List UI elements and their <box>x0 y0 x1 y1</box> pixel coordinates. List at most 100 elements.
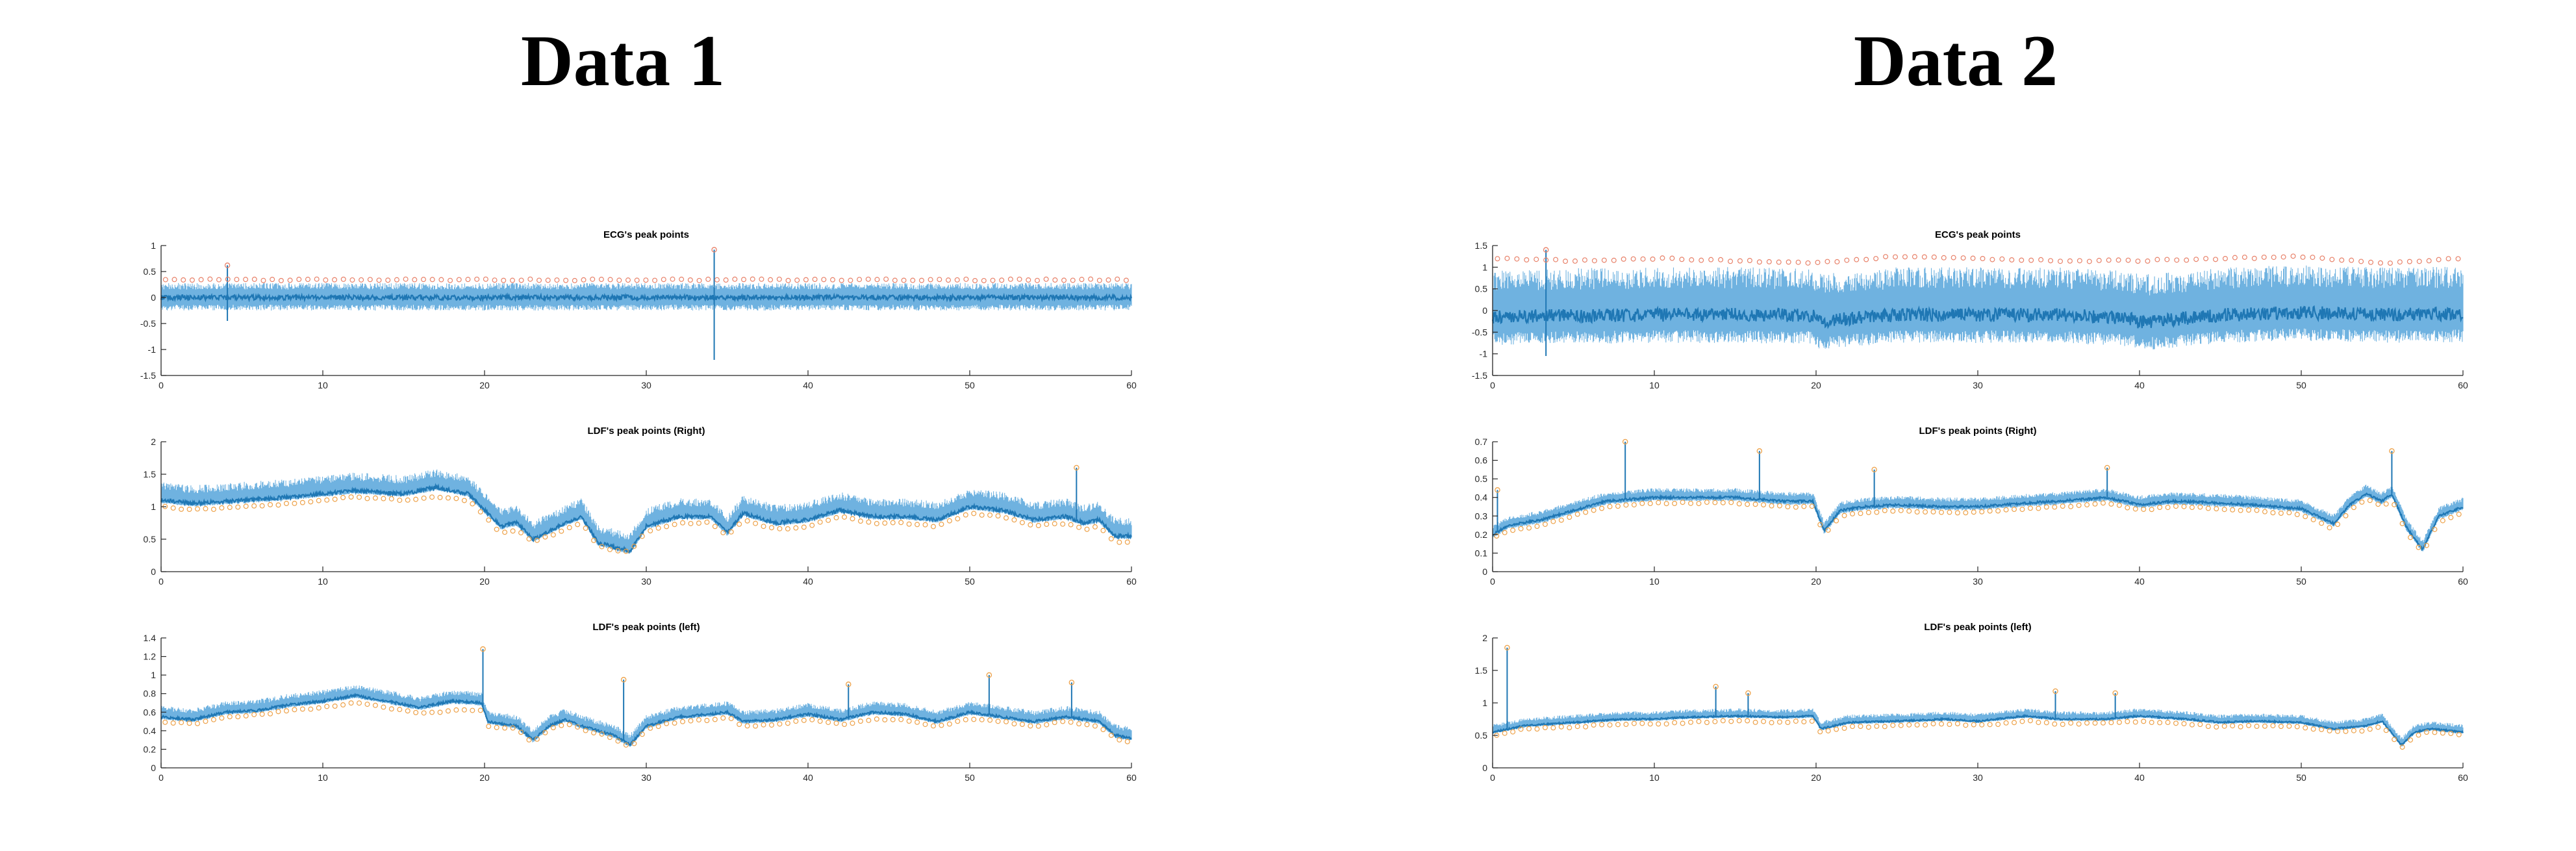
peak-point <box>234 277 240 283</box>
peak-point <box>235 504 241 510</box>
peak-point <box>1108 732 1114 738</box>
y-tick-label: 0.4 <box>144 726 157 736</box>
peak-point <box>857 518 863 524</box>
peak-point <box>429 494 435 500</box>
peak-point <box>1898 722 1904 728</box>
peak-point <box>1914 509 1920 515</box>
peak-point <box>542 730 548 735</box>
peak-point <box>2351 505 2356 511</box>
peak-point <box>963 276 969 282</box>
peak-point <box>979 717 985 722</box>
peak-point <box>275 502 281 508</box>
peak-point <box>550 725 556 731</box>
peak-point <box>1558 724 1564 730</box>
peak-point <box>2383 501 2389 507</box>
peak-point <box>2173 503 2179 509</box>
peak-point <box>753 520 759 526</box>
peak-point <box>1543 257 1549 263</box>
peak-point <box>672 522 677 527</box>
peak-point <box>922 722 928 728</box>
x-tick-label: 40 <box>803 380 813 390</box>
x-tick-label: 50 <box>965 380 975 390</box>
peak-point <box>1769 503 1774 509</box>
peak-point <box>1938 509 1944 515</box>
peak-point <box>1688 500 1694 506</box>
peak-point <box>2319 520 2325 526</box>
peak-point <box>305 277 310 283</box>
chart-title: LDF's peak points (left) <box>1924 622 2031 633</box>
peak-point <box>1591 258 1597 264</box>
peak-point <box>1124 739 1130 744</box>
peak-point <box>1865 724 1871 730</box>
peak-point <box>357 494 362 500</box>
peak-point <box>259 711 265 717</box>
peak-point <box>583 526 588 531</box>
peak-point <box>1912 254 1917 260</box>
peak-point <box>189 277 195 283</box>
peak-point <box>1574 511 1580 517</box>
chart-title: LDF's peak points (Right) <box>587 426 705 437</box>
peak-point <box>1052 277 1058 283</box>
peak-point <box>1035 523 1041 529</box>
peak-point <box>882 717 888 723</box>
x-tick-label: 10 <box>318 772 328 783</box>
peak-point <box>2416 259 2422 264</box>
peak-point <box>679 276 685 282</box>
peak-point <box>874 716 879 722</box>
peak-point <box>874 277 880 283</box>
peak-point <box>833 720 839 726</box>
peak-point <box>866 519 872 525</box>
peak-point <box>510 528 516 534</box>
peak-point <box>1108 536 1114 542</box>
peak-point <box>270 277 275 283</box>
peak-point <box>2125 257 2131 263</box>
peak-point <box>1931 254 1937 260</box>
peak-point <box>768 525 774 531</box>
peak-point <box>955 718 961 724</box>
peak-point <box>2092 501 2098 507</box>
peak-point <box>1514 256 1520 262</box>
peak-point <box>207 276 213 282</box>
peak-point <box>777 526 783 531</box>
peak-point <box>688 718 694 724</box>
peak-point <box>1650 256 1656 262</box>
peak-point <box>2108 720 2114 726</box>
x-tick-label: 40 <box>2134 576 2145 587</box>
peak-point <box>2019 507 2025 513</box>
peak-point <box>728 716 734 722</box>
peak-point <box>2193 257 2199 262</box>
peak-point <box>1871 466 1877 473</box>
peak-point <box>812 276 818 282</box>
peak-point <box>1007 276 1013 282</box>
peak-point <box>1865 509 1871 515</box>
peak-point <box>2271 255 2277 260</box>
peak-point <box>1761 718 1767 724</box>
peak-point <box>2132 506 2138 512</box>
peak-point <box>890 717 896 722</box>
peak-point <box>866 717 872 723</box>
peak-point <box>1801 503 1807 509</box>
peak-point <box>243 713 249 718</box>
x-tick-label: 30 <box>1973 576 1983 587</box>
peak-point <box>2213 257 2219 262</box>
peak-point <box>2173 720 2179 726</box>
peak-point <box>2375 502 2381 507</box>
x-tick-label: 60 <box>1126 772 1137 783</box>
peak-point <box>542 534 548 540</box>
peak-point <box>1712 718 1718 724</box>
peak-point <box>526 536 532 542</box>
peak-point <box>2455 256 2461 262</box>
signal-series <box>1492 442 2464 552</box>
peak-point <box>1941 255 1947 260</box>
peak-point <box>2319 726 2325 732</box>
peak-point <box>1785 504 1791 510</box>
peak-point <box>483 276 488 282</box>
peak-point <box>278 277 284 283</box>
peak-point <box>324 497 330 503</box>
peak-point <box>1084 526 1090 532</box>
peak-point <box>2145 258 2151 264</box>
x-tick-label: 20 <box>1811 380 1821 390</box>
x-tick-label: 10 <box>1649 576 1660 587</box>
peak-point <box>639 533 645 539</box>
peak-point <box>688 520 694 526</box>
